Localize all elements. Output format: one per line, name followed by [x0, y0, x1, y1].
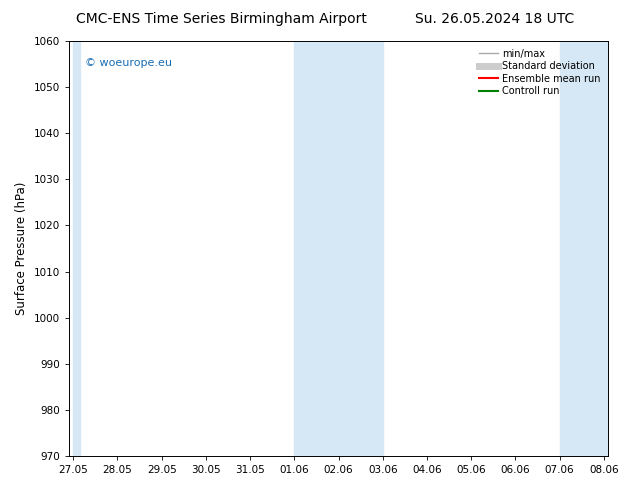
Bar	[339, 41, 383, 456]
Y-axis label: Surface Pressure (hPa): Surface Pressure (hPa)	[15, 182, 28, 315]
Text: © woeurope.eu: © woeurope.eu	[85, 58, 172, 68]
Bar	[74, 41, 80, 456]
Bar	[560, 41, 626, 456]
Bar	[294, 41, 339, 456]
Text: CMC-ENS Time Series Birmingham Airport: CMC-ENS Time Series Birmingham Airport	[77, 12, 367, 26]
Legend: min/max, Standard deviation, Ensemble mean run, Controll run: min/max, Standard deviation, Ensemble me…	[476, 46, 604, 99]
Text: Su. 26.05.2024 18 UTC: Su. 26.05.2024 18 UTC	[415, 12, 574, 26]
